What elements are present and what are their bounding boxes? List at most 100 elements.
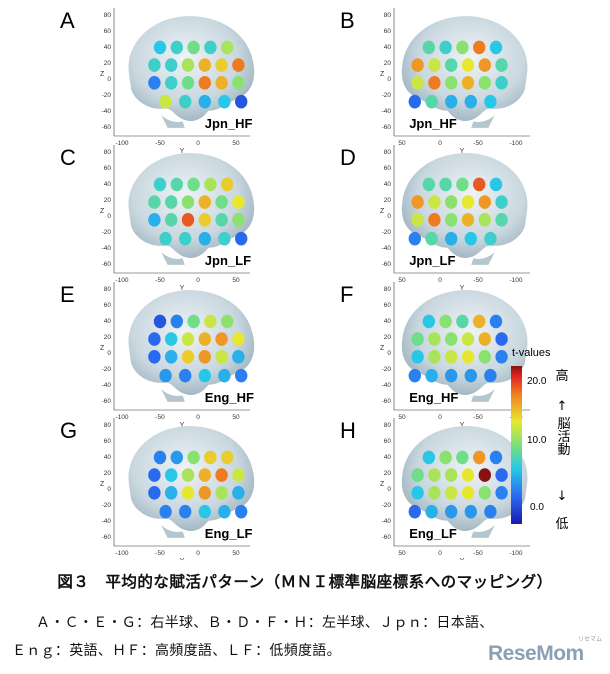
z-tick-label: -20 (382, 229, 392, 236)
panel-letter: A (60, 8, 75, 33)
figure-caption-title: 図３ 平均的な賦活パターン（ＭＮＩ標準脳座標系へのマッピング） (57, 572, 553, 591)
activation-dot (478, 195, 491, 209)
low-label: 低 (555, 517, 568, 532)
activation-dot (235, 94, 248, 109)
z-tick-label: 0 (107, 76, 111, 83)
activation-dot (221, 450, 234, 465)
z-tick-label: 0 (387, 350, 391, 357)
activation-dot (422, 450, 435, 465)
activation-dot (153, 177, 167, 192)
z-tick-label: 60 (384, 28, 392, 35)
activation-dot (461, 486, 475, 500)
activation-dot (165, 332, 178, 346)
activation-dot (198, 350, 211, 364)
z-tick-label: 20 (384, 60, 392, 67)
activation-dot (464, 504, 477, 519)
condition-label: Eng_LF (409, 526, 457, 541)
z-tick-label: 40 (384, 181, 392, 188)
z-tick-label: 40 (104, 454, 112, 461)
activation-dot (218, 231, 231, 246)
z-tick-label: -20 (102, 502, 112, 509)
z-tick-label: -60 (382, 534, 392, 541)
activation-dot (464, 368, 477, 383)
z-tick-label: 40 (384, 44, 392, 51)
activation-dot (232, 350, 245, 364)
activation-dot (495, 213, 508, 227)
activation-dot (165, 58, 178, 72)
activation-dot (215, 76, 228, 90)
down-arrow: ↓ (557, 489, 568, 504)
activation-dot (165, 76, 178, 90)
y-tick-label: 0 (196, 140, 200, 147)
activation-dot (181, 468, 195, 482)
activation-dot (439, 40, 452, 55)
z-tick-label: -20 (102, 229, 112, 236)
activation-dot (148, 58, 161, 72)
z-tick-label: -60 (102, 124, 112, 131)
activation-dot (221, 314, 234, 329)
activation-dot (489, 450, 503, 465)
activation-dot (408, 368, 421, 383)
activation-dot (428, 76, 441, 90)
activation-dot (181, 58, 195, 72)
z-tick-label: -60 (102, 398, 112, 405)
activation-dot (411, 195, 424, 209)
activation-dot (153, 450, 167, 465)
brain-surface (128, 290, 255, 402)
colorbar: t-values 20.0 10.0 0.0 高 ↑ 脳活動 ↓ 低 (511, 347, 570, 532)
activation-dot (221, 40, 234, 55)
panel-letter: D (340, 145, 356, 170)
brain-surface (401, 426, 528, 538)
z-tick-label: 20 (384, 470, 392, 477)
activation-dot (198, 94, 211, 109)
activation-dot (445, 58, 458, 72)
activation-dot (215, 213, 228, 227)
z-tick-label: -60 (382, 124, 392, 131)
activation-dot (411, 350, 424, 364)
high-label: 高 (555, 368, 568, 384)
y-tick-label: 50 (398, 140, 406, 147)
y-tick-label: -100 (115, 277, 128, 284)
y-tick-label: 0 (196, 550, 200, 557)
z-tick-label: -20 (382, 366, 392, 373)
activation-dot (232, 58, 245, 72)
activation-dot (495, 350, 508, 364)
z-tick-label: 80 (384, 422, 392, 429)
activation-dot (148, 76, 161, 90)
activation-dot (148, 213, 161, 227)
brain-activity-text: 脳活動 (555, 417, 571, 457)
activation-dot (478, 350, 491, 364)
y-tick-label: 50 (398, 550, 406, 557)
activation-dot (478, 332, 491, 346)
activation-dot (489, 177, 503, 192)
z-tick-label: -60 (102, 261, 112, 268)
z-tick-label: 80 (104, 12, 112, 19)
activation-dot (489, 314, 503, 329)
z-tick-label: 80 (384, 286, 392, 293)
activation-dot (478, 58, 491, 72)
brain-panel-h: H 80 60 40 20 0 -20 -40 -60 Z 50 0 -50 -100 Y Eng_LF (340, 418, 530, 560)
activation-dot (148, 332, 161, 346)
activation-dot (464, 231, 477, 246)
activation-dot (464, 94, 477, 109)
activation-dot (204, 450, 217, 465)
condition-label: Eng_HF (205, 390, 254, 405)
activation-dot (408, 504, 421, 519)
y-tick-label: 50 (398, 277, 406, 284)
activation-dot (478, 76, 491, 90)
z-tick-label: 40 (104, 181, 112, 188)
activation-dot (411, 486, 424, 500)
z-tick-label: 60 (104, 302, 112, 309)
activation-dot (445, 368, 458, 383)
y-tick-label: 50 (232, 140, 240, 147)
activation-dot (408, 231, 421, 246)
y-axis-label: Y (460, 285, 465, 292)
activation-dot (159, 94, 172, 109)
brain-panel-c: C 80 60 40 20 0 -20 -40 -60 Z -100 -50 0 50 Y Jpn_LF (60, 145, 255, 292)
panel-axes: 80 60 40 20 0 -20 -40 -60 Z -100 -50 0 50 Y (100, 8, 250, 155)
activation-dot (215, 350, 228, 364)
z-tick-label: -20 (102, 366, 112, 373)
z-tick-label: 0 (387, 486, 391, 493)
activation-dot (425, 94, 438, 109)
y-axis-label: Y (180, 148, 185, 155)
